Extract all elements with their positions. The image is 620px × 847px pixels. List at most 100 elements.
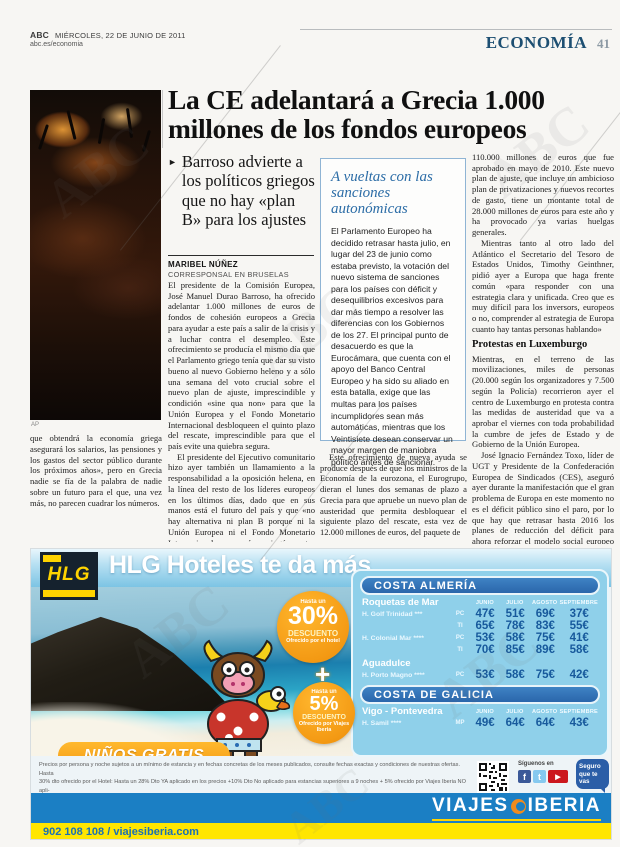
sidebar-box: A vueltas con las sanciones autonómicas … — [320, 158, 466, 467]
month-label: JUNIO — [475, 708, 494, 715]
price-cell: 69€ — [535, 608, 555, 620]
body-paragraph: 110.000 millones de euros que fue aproba… — [472, 152, 614, 238]
masthead-left: ABC MIÉRCOLES, 22 DE JUNIO DE 2011 abc.es… — [30, 30, 186, 48]
board-label: PC — [455, 672, 465, 678]
price-cell: 64€ — [535, 717, 555, 729]
month-label: JUNIO — [475, 599, 494, 606]
price-cell: 58€ — [505, 632, 525, 644]
contact-bar: 902 108 108 / viajesiberia.com — [31, 823, 611, 839]
social-follow-label: Síguenos en — [518, 761, 554, 767]
month-label: JULIO — [506, 599, 524, 606]
body-paragraph: José Ignacio Fernández Toxo, líder de UG… — [472, 450, 614, 544]
discount-5-badge: Hasta un 5% DESCUENTO Ofrecido por Viaje… — [293, 682, 355, 744]
standfirst-text: Barroso advierte a los políticos griegos… — [181, 152, 315, 229]
price-cell: 89€ — [535, 644, 555, 656]
subsection-title: Protestas en Luxemburgo — [472, 339, 588, 351]
body-column-2: Este ofrecimiento de nueva ayuda se prod… — [320, 452, 467, 544]
plus-sign: + — [315, 659, 331, 689]
body-paragraph: Mientras, en el terreno de las movilizac… — [472, 353, 614, 450]
price-cell: 55€ — [569, 620, 589, 632]
region-header-galicia: COSTA DE GALICIA — [360, 685, 600, 704]
cow-mascot-illustration — [203, 639, 291, 756]
discount-30-badge: Hasta un 30% DESCUENTO Ofrecido por el h… — [277, 591, 349, 663]
article-headline: La CE adelantará a Grecia 1.000 millones… — [168, 84, 545, 144]
area-name: Roquetas de Mar — [362, 597, 439, 608]
price-cell: 47€ — [475, 608, 495, 620]
board-label: TI — [457, 623, 463, 629]
sidebar-box-body: El Parlamento Europeo ha decidido retras… — [331, 226, 453, 467]
price-row: TI 65€ 78€ 83€ 55€ — [360, 620, 600, 632]
price-cell: 37€ — [569, 608, 589, 620]
article-photo — [30, 90, 161, 420]
month-label: JULIO — [506, 708, 524, 715]
hotel-name: H. Golf Trinidad *** — [362, 610, 423, 618]
hlg-logo-strip — [43, 590, 95, 597]
price-cell: 53€ — [475, 669, 495, 681]
qr-code[interactable] — [477, 761, 509, 793]
price-cell: 49€ — [475, 717, 495, 729]
kids-free-badge: NIÑOS GRATIS — [58, 742, 230, 756]
photo-credit: AP — [31, 422, 40, 428]
masthead-rule — [300, 29, 612, 30]
discount-prefix: Hasta un — [311, 689, 337, 695]
price-row: TI 70€ 85€ 89€ 58€ — [360, 644, 600, 656]
discount-label: DESCUENTO — [287, 628, 339, 638]
discount-value: 30% — [287, 602, 339, 630]
photo-caption: que obtendrá la economía griega asegurar… — [30, 433, 162, 508]
board-label: TI — [457, 647, 463, 653]
legal-line: Precios por persona y noche sujetos a un… — [39, 762, 461, 777]
price-cell: 58€ — [569, 644, 589, 656]
price-cell: 41€ — [569, 632, 589, 644]
body-paragraph: El presidente de la Comisión Europea, Jo… — [168, 280, 315, 452]
sidebar-box-title: A vueltas con las sanciones autonómicas — [331, 169, 433, 217]
assurance-badge: Seguro que te vas — [576, 759, 609, 793]
masthead-right: ECONOMÍA 41 — [486, 33, 610, 53]
area-row: Aguadulce — [360, 658, 600, 669]
price-cell: 75€ — [535, 669, 555, 681]
price-cell: 70€ — [475, 644, 495, 656]
area-row: Vigo - Pontevedra JUNIO JULIO AGOSTO SEP… — [360, 706, 600, 717]
discount-note: Ofrecido por el hotel — [286, 637, 340, 644]
facebook-icon[interactable]: f — [518, 770, 531, 783]
sun-icon — [510, 798, 526, 814]
price-cell: 75€ — [535, 632, 555, 644]
price-cell: 53€ — [475, 632, 495, 644]
price-cell: 78€ — [505, 620, 525, 632]
hotel-name: H. Porto Magno **** — [362, 671, 425, 679]
price-cell: 58€ — [505, 669, 525, 681]
bullet-arrow-icon: ► — [168, 157, 177, 167]
hlg-hotels-advertisement[interactable]: HLG HLG Hoteles te da más — [30, 548, 612, 840]
board-label: PC — [455, 635, 465, 641]
social-follow: Síguenos en f t ▶ — [518, 761, 570, 783]
masthead-brand: ABC — [30, 30, 50, 40]
masthead-site-link[interactable]: abc.es/economia — [30, 41, 83, 48]
masthead-date: MIÉRCOLES, 22 DE JUNIO DE 2011 — [55, 31, 186, 40]
contact-info[interactable]: 902 108 108 / viajesiberia.com — [43, 826, 199, 838]
youtube-icon[interactable]: ▶ — [548, 770, 568, 783]
area-name: Vigo - Pontevedra — [362, 706, 443, 717]
month-label: SEPTIEMBRE — [559, 708, 598, 715]
price-cell: 83€ — [535, 620, 555, 632]
body-column-3: 110.000 millones de euros que fue aproba… — [472, 152, 614, 544]
month-label: AGOSTO — [532, 599, 558, 606]
body-paragraph: El presidente del Ejecutivo comunitario … — [168, 451, 315, 542]
hlg-logo-text: HLG — [47, 564, 91, 585]
body-paragraph: Mientras tanto al otro lado del Atlántic… — [472, 237, 614, 334]
section-label: ECONOMÍA — [485, 33, 587, 52]
price-cell: 85€ — [505, 644, 525, 656]
brand-bar: VIAJES IBERIA — [31, 793, 611, 823]
byline-author: MARIBEL NÚÑEZ — [168, 260, 238, 269]
byline: MARIBEL NÚÑEZ CORRESPONSAL EN BRUSELAS — [168, 255, 314, 279]
price-row: H. Colonial Mar **** PC 53€ 58€ 75€ 41€ — [360, 632, 600, 644]
twitter-icon[interactable]: t — [533, 770, 546, 783]
hlg-logo: HLG — [40, 552, 98, 600]
price-cell: 65€ — [475, 620, 495, 632]
price-cell: 43€ — [569, 717, 589, 729]
price-row: H. Porto Magno **** PC 53€ 58€ 75€ 42€ — [360, 669, 600, 681]
area-name: Aguadulce — [362, 658, 411, 669]
hotel-name: H. Samil **** — [362, 719, 402, 727]
body-paragraph: Este ofrecimiento de nueva ayuda se prod… — [320, 452, 467, 538]
price-panel: COSTA ALMERÍA Roquetas de Mar JUNIO JULI… — [351, 569, 609, 757]
area-row: Roquetas de Mar JUNIO JULIO AGOSTO SEPTI… — [360, 597, 600, 608]
logo-word-iberia: IBERIA — [527, 795, 601, 816]
